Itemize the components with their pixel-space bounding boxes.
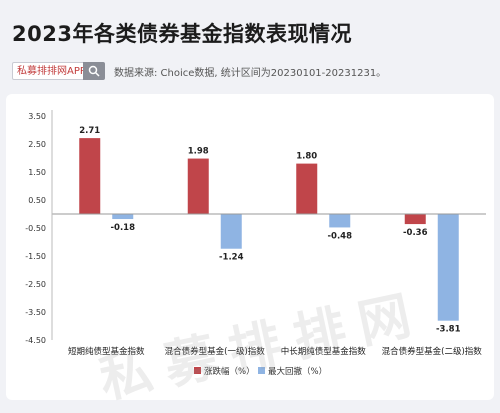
bar <box>329 214 351 228</box>
y-tick-label: -4.50 <box>25 336 46 345</box>
x-category-label: 混合债券型基金(二级)指数 <box>382 346 483 357</box>
x-category-label: 短期纯债型基金指数 <box>68 346 145 357</box>
x-category-label: 中长期纯债型基金指数 <box>281 346 367 357</box>
y-tick-label: -1.50 <box>25 252 46 261</box>
bar <box>79 138 101 214</box>
bar <box>187 158 209 214</box>
legend-label: 涨跌幅（%） <box>204 366 255 377</box>
data-label: -1.24 <box>219 253 244 263</box>
page-title: 2023年各类债券基金指数表现情况 <box>12 22 352 46</box>
y-tick-label: 0.50 <box>28 196 46 205</box>
data-label: -0.18 <box>111 223 136 233</box>
data-label: 1.80 <box>296 152 317 162</box>
data-label: 2.71 <box>79 126 100 136</box>
x-category-label: 混合债券型基金(一级)指数 <box>165 346 266 357</box>
y-tick-label: -3.50 <box>25 308 46 317</box>
y-tick-label: 2.50 <box>28 140 46 149</box>
bar <box>220 214 242 249</box>
y-tick-label: 3.50 <box>28 112 46 121</box>
data-label: -3.81 <box>436 325 461 335</box>
chart-card: 3.50 2.50 1.50 0.50 -0.50 -1.50 -2.50 -3.50 -4.5… <box>6 94 494 411</box>
data-label: -0.48 <box>328 231 353 241</box>
y-tick-label: -0.50 <box>25 224 46 233</box>
y-tick-label: 1.50 <box>28 168 46 177</box>
legend-label: 最大回撤（%） <box>268 366 327 377</box>
bar <box>404 214 426 225</box>
data-label: 1.98 <box>188 147 209 157</box>
data-source-note: 数据来源: Choice数据, 统计区间为20230101-20231231。 <box>114 68 387 79</box>
legend-swatch <box>258 367 265 374</box>
bar-chart: 3.50 2.50 1.50 0.50 -0.50 -1.50 -2.50 -3.50 -4.5… <box>25 110 486 377</box>
bar <box>112 214 134 220</box>
search-button[interactable] <box>83 62 105 80</box>
y-tick-label: -2.50 <box>25 280 46 289</box>
data-label: -0.36 <box>403 228 428 238</box>
bar <box>437 214 459 321</box>
legend-swatch <box>194 367 201 374</box>
bar <box>296 163 318 214</box>
search-icon <box>88 65 100 77</box>
